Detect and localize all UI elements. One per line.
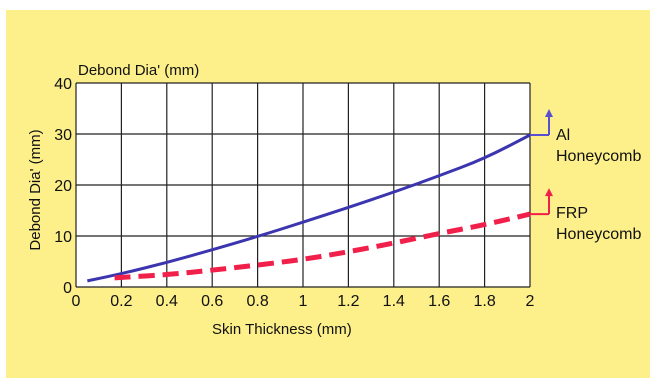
series-line-frp-honeycomb <box>114 211 531 281</box>
x-tick-label: 1.4 <box>383 293 405 310</box>
x-tick-label: 1 <box>299 293 308 310</box>
x-tick-label: 2 <box>526 293 535 310</box>
arrow-up-icon <box>545 109 553 118</box>
series-line-al-honeycomb <box>87 133 531 283</box>
x-tick-label: 0.8 <box>246 293 268 310</box>
y-tick-label: 40 <box>54 76 72 93</box>
x-tick-label: 0.2 <box>110 293 132 310</box>
arrow-up-icon <box>545 188 553 197</box>
grid-lines <box>75 82 531 288</box>
series-label-frp-honeycomb: Honeycomb <box>556 226 641 243</box>
x-tick-label: 0.6 <box>201 293 223 310</box>
y-tick-label: 0 <box>63 280 72 297</box>
y-axis-label: Debond Dia' (mm) <box>27 129 44 250</box>
x-tick-label: 1.6 <box>428 293 450 310</box>
series-label-frp-honeycomb: FRP <box>556 205 588 222</box>
series-label-al-honeycomb: Al <box>556 127 570 144</box>
series-layer: Al Honeycomb FRP Honeycomb <box>87 109 641 283</box>
y-tick-label: 10 <box>54 229 72 246</box>
chart-title: Debond Dia' (mm) <box>78 62 199 79</box>
y-tick-label: 20 <box>54 178 72 195</box>
series-label-al-honeycomb: Honeycomb <box>556 148 641 165</box>
x-tick-label: 1.8 <box>473 293 495 310</box>
x-tick-label: 1.2 <box>337 293 359 310</box>
x-axis-label: Skin Thickness (mm) <box>212 321 352 338</box>
x-tick-label: 0.4 <box>156 293 178 310</box>
y-tick-label: 30 <box>54 127 72 144</box>
x-tick-label: 0 <box>72 293 81 310</box>
